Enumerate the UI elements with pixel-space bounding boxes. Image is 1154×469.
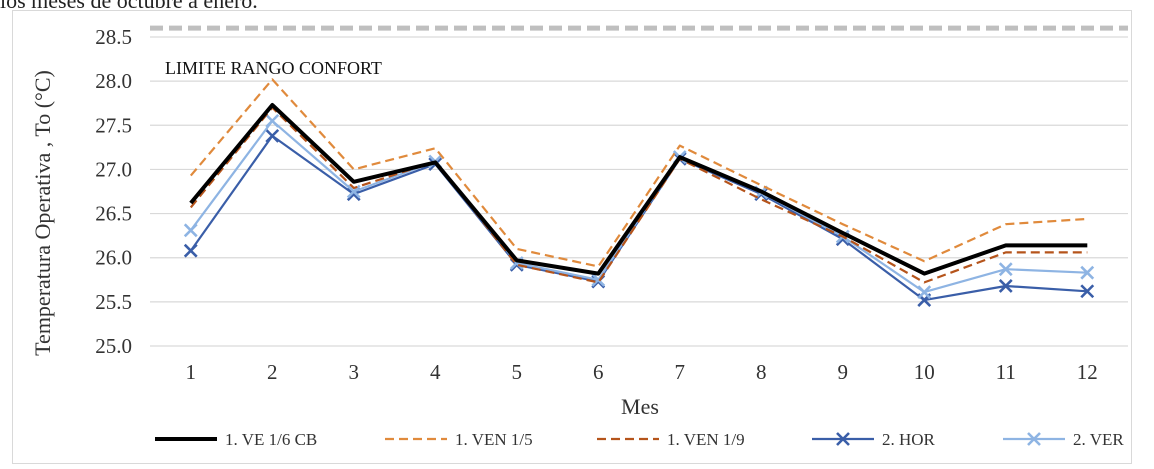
- y-tick-label: 27.5: [95, 113, 132, 137]
- series-group: [183, 78, 1095, 308]
- x-tick-label: 3: [349, 360, 360, 384]
- x-tick-label: 6: [593, 360, 604, 384]
- x-tick-label: 12: [1077, 360, 1098, 384]
- y-tick-labels: 25.0 25.5 26.0 26.5 27.0 27.5 28.0 28.5: [95, 25, 132, 358]
- series-marker: [998, 262, 1013, 277]
- series-line-0: [189, 103, 1088, 276]
- x-tick-label: 7: [675, 360, 686, 384]
- series-marker: [265, 113, 280, 128]
- x-tick-label: 11: [996, 360, 1016, 384]
- legend-label: 1. VEN 1/9: [667, 430, 745, 449]
- series-marker: [346, 184, 361, 199]
- series-line-2: [189, 106, 1088, 284]
- x-tick-label: 1: [186, 360, 197, 384]
- series-marker: [183, 223, 198, 238]
- legend-marker: [1027, 432, 1041, 446]
- x-tick-label: 10: [914, 360, 935, 384]
- legend-label: 2. VER: [1073, 430, 1124, 449]
- x-tick-label: 9: [838, 360, 849, 384]
- x-tick-labels: 1 2 3 4 5 6 7 8 9 10 11 12: [186, 360, 1098, 384]
- legend-label: 2. HOR: [882, 430, 936, 449]
- y-axis-title: Temperatura Operativa , To (°C): [30, 70, 55, 356]
- reference-line-label: LIMITE RANGO CONFORT: [165, 58, 382, 78]
- series-marker: [265, 128, 280, 143]
- legend-label: 1. VEN 1/5: [455, 430, 533, 449]
- series-marker: [998, 279, 1013, 293]
- series-marker: [917, 285, 932, 300]
- series-line-1: [189, 78, 1088, 268]
- legend-marker: [836, 432, 850, 446]
- legend: 1. VE 1/6 CB 1. VEN 1/5 1. VEN 1/9 2. HOR 2.…: [155, 430, 1124, 449]
- x-tick-label: 5: [512, 360, 523, 384]
- series-marker: [1080, 284, 1095, 299]
- legend-label: 1. VE 1/6 CB: [225, 430, 317, 449]
- caption-fragment: los meses de octubre a enero.: [0, 0, 258, 13]
- y-tick-label: 26.5: [95, 202, 132, 226]
- x-tick-label: 8: [756, 360, 767, 384]
- y-tick-label: 26.0: [95, 246, 132, 270]
- x-tick-label: 2: [267, 360, 278, 384]
- series-marker: [183, 243, 198, 258]
- y-tick-label: 25.5: [95, 290, 132, 314]
- y-tick-label: 28.5: [95, 25, 132, 49]
- y-tick-label: 28.0: [95, 69, 132, 93]
- grid-lines: [150, 36, 1128, 347]
- x-axis-title: Mes: [621, 394, 659, 419]
- y-tick-label: 27.0: [95, 157, 132, 181]
- y-tick-label: 25.0: [95, 334, 132, 358]
- x-tick-label: 4: [430, 360, 441, 384]
- chart-frame: [12, 10, 1132, 464]
- series-marker: [1080, 265, 1095, 280]
